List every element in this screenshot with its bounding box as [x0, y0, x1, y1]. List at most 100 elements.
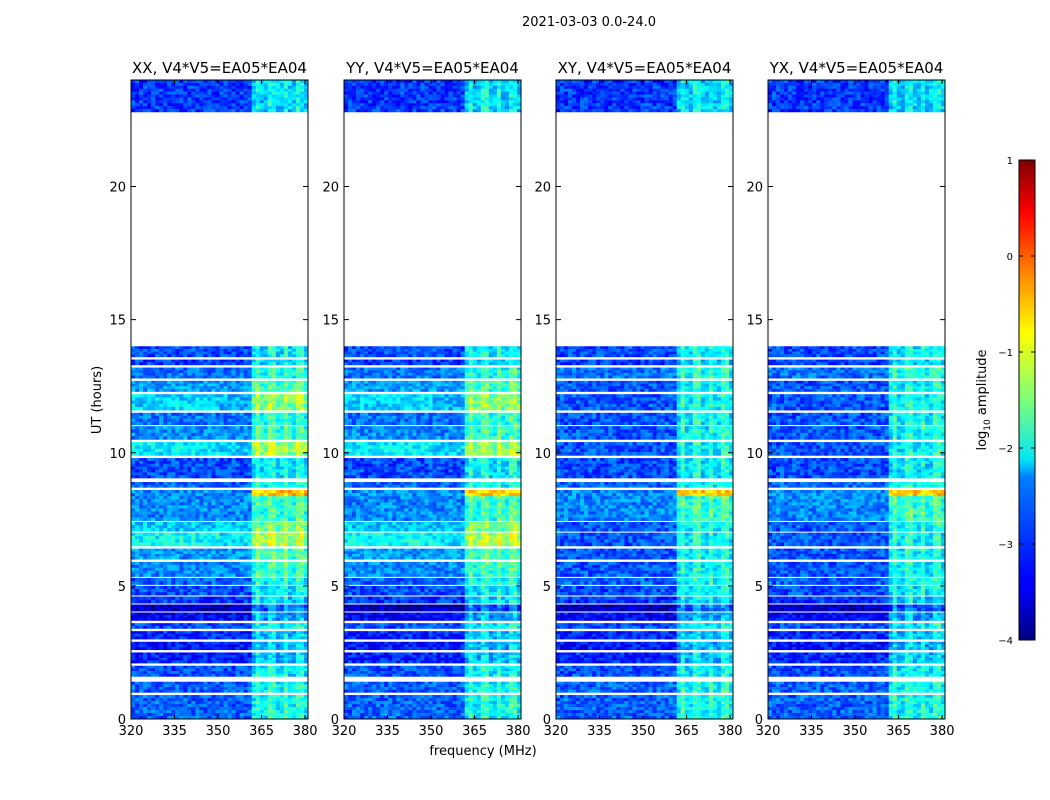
heatmap-cell: [139, 655, 143, 658]
heatmap-cell: [260, 543, 264, 547]
heatmap-cell: [276, 549, 280, 552]
heatmap-cell: [167, 354, 171, 357]
heatmap-cell: [228, 349, 232, 352]
heatmap-cell: [268, 511, 272, 514]
heatmap-cell: [175, 668, 179, 671]
heatmap-cell: [167, 578, 171, 582]
heatmap-cell: [187, 539, 191, 543]
heatmap-cell: [220, 710, 224, 713]
heatmap-cell: [211, 634, 215, 637]
heatmap-cell: [252, 568, 256, 571]
heatmap-cell: [220, 436, 224, 440]
heatmap-cell: [139, 690, 143, 693]
heatmap-cell: [240, 674, 244, 677]
heatmap-cell: [215, 528, 219, 531]
heatmap-cell: [159, 433, 163, 437]
heatmap-cell: [175, 543, 179, 547]
heatmap-cell: [179, 557, 183, 560]
heatmap-cell: [135, 568, 139, 571]
heatmap-cell: [211, 695, 215, 698]
heatmap-cell: [167, 475, 171, 478]
heatmap-cell: [175, 597, 179, 601]
heatmap-cell: [211, 442, 215, 446]
heatmap-cell: [179, 475, 183, 478]
heatmap-cell: [296, 508, 300, 511]
heatmap-cell: [220, 461, 224, 464]
heatmap-cell: [203, 467, 207, 470]
heatmap-cell: [256, 496, 260, 499]
heatmap-cell: [167, 493, 171, 496]
heatmap-cell: [163, 655, 167, 658]
heatmap-cell: [276, 401, 280, 404]
heatmap-cell: [252, 436, 256, 440]
heatmap-cell: [220, 528, 224, 531]
heatmap-cell: [143, 600, 147, 604]
heatmap-cell: [195, 467, 199, 470]
heatmap-cell: [224, 568, 228, 571]
heatmap-cell: [236, 376, 240, 379]
heatmap-cell: [183, 354, 187, 357]
heatmap-cell: [296, 704, 300, 707]
heatmap-cell: [207, 397, 211, 400]
heatmap-cell: [244, 578, 248, 582]
heatmap-cell: [159, 422, 163, 425]
heatmap-cell: [240, 647, 244, 650]
heatmap-cell: [232, 349, 236, 352]
heatmap-cell: [203, 461, 207, 464]
heatmap-cell: [215, 623, 219, 626]
heatmap-cell: [195, 426, 199, 430]
heatmap-cell: [228, 499, 232, 502]
heatmap-cell: [268, 581, 272, 585]
heatmap-cell: [252, 701, 256, 704]
heatmap-cell: [268, 376, 272, 379]
heatmap-cell: [268, 608, 272, 612]
heatmap-cell: [272, 404, 276, 407]
heatmap-cell: [248, 499, 252, 502]
heatmap-cell: [203, 452, 207, 456]
heatmap-cell: [147, 543, 151, 547]
heatmap-cell: [195, 605, 199, 609]
heatmap-cell: [143, 407, 147, 410]
heatmap-cell: [199, 381, 203, 384]
heatmap-cell: [244, 684, 248, 687]
heatmap-cell: [139, 515, 143, 518]
heatmap-cell: [288, 713, 292, 716]
heatmap-cell: [143, 83, 147, 86]
heatmap-cell: [248, 581, 252, 585]
heatmap-cell: [155, 389, 159, 392]
heatmap-cell: [256, 698, 260, 701]
heatmap-cell: [183, 568, 187, 571]
heatmap-cell: [280, 549, 284, 552]
heatmap-cell: [232, 499, 236, 502]
heatmap-cell: [135, 449, 139, 453]
heatmap-cell: [195, 416, 199, 419]
heatmap-cell: [292, 352, 296, 355]
heatmap-cell: [276, 626, 280, 629]
heatmap-cell: [220, 95, 224, 98]
heatmap-cell: [155, 642, 159, 645]
heatmap-cell: [199, 496, 203, 499]
heatmap-cell: [296, 493, 300, 496]
heatmap-cell: [167, 568, 171, 571]
heatmap-cell: [131, 394, 135, 397]
heatmap-cell: [284, 419, 288, 422]
heatmap-cell: [195, 89, 199, 92]
heatmap-cell: [175, 505, 179, 508]
heatmap-cell: [179, 644, 183, 647]
heatmap-cell: [215, 394, 219, 397]
heatmap-cell: [252, 370, 256, 373]
heatmap-cell: [264, 467, 268, 470]
heatmap-cell: [175, 698, 179, 701]
heatmap-cell: [163, 562, 167, 565]
heatmap-cell: [228, 449, 232, 453]
heatmap-cell: [215, 571, 219, 574]
heatmap-cell: [292, 452, 296, 456]
heatmap-cell: [187, 565, 191, 568]
heatmap-cell: [159, 518, 163, 521]
heatmap-cell: [203, 522, 207, 525]
heatmap-cell: [159, 467, 163, 470]
heatmap-cell: [240, 539, 244, 543]
heatmap-cell: [183, 647, 187, 650]
heatmap-cell: [280, 660, 284, 663]
heatmap-cell: [183, 475, 187, 478]
